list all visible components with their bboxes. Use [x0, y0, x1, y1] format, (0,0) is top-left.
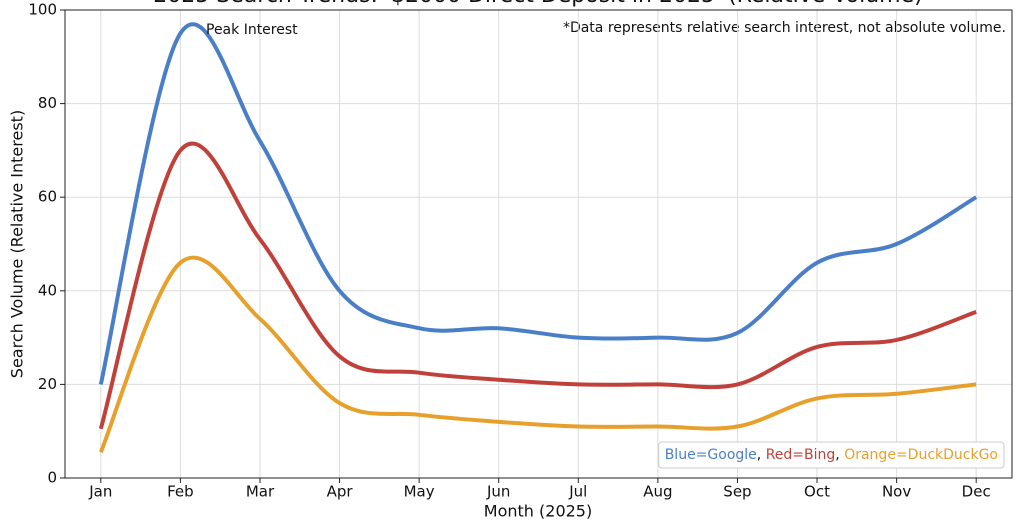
- note: *Data represents relative search interes…: [563, 20, 1006, 36]
- y-tick-label: 0: [47, 469, 57, 487]
- legend-separator: ,: [835, 447, 839, 463]
- x-tick-label: Nov: [882, 483, 911, 501]
- y-tick-label: 80: [38, 94, 57, 112]
- x-tick-label: May: [404, 483, 435, 501]
- legend-box: [658, 441, 1005, 469]
- series-line: [98, 255, 977, 454]
- y-axis-label: Search Volume (Relative Interest): [8, 110, 27, 378]
- chart-title: 2025 Search Trends: '$2000 Direct Deposi…: [153, 0, 922, 8]
- legend-text: Blue=Google, Red=Bing, Orange=DuckDuckGo: [665, 447, 998, 463]
- legend-entry: Orange=DuckDuckGo: [844, 447, 998, 463]
- x-tick-label: Mar: [246, 483, 275, 501]
- legend-entry: Blue=Google: [665, 447, 757, 463]
- x-axis-label: Month (2025): [484, 502, 592, 521]
- x-tick-label: Apr: [327, 483, 354, 501]
- x-tick-label: Feb: [167, 483, 194, 501]
- plot-frame: [64, 9, 1013, 479]
- x-tick-label: Sep: [723, 483, 751, 501]
- legend-separator: ,: [757, 447, 761, 463]
- y-tick-label: 20: [38, 375, 57, 393]
- y-tick-label: 60: [38, 188, 57, 206]
- x-tick-label: Jul: [568, 483, 587, 501]
- legend: Blue=Google, Red=Bing, Orange=DuckDuckGo: [658, 441, 1005, 469]
- series-line: [98, 141, 977, 430]
- y-tick-label: 40: [38, 281, 57, 299]
- x-tick-label: Oct: [804, 483, 830, 501]
- y-tick-label: 100: [28, 1, 57, 19]
- x-tick-label: Dec: [962, 483, 991, 501]
- x-tick-label: Jan: [88, 483, 112, 501]
- x-tick-label: Jun: [486, 483, 510, 501]
- series-line: [98, 22, 978, 385]
- x-tick-label: Aug: [643, 483, 672, 501]
- annotation: Peak Interest: [206, 22, 298, 38]
- legend-entry: Red=Bing: [766, 447, 836, 463]
